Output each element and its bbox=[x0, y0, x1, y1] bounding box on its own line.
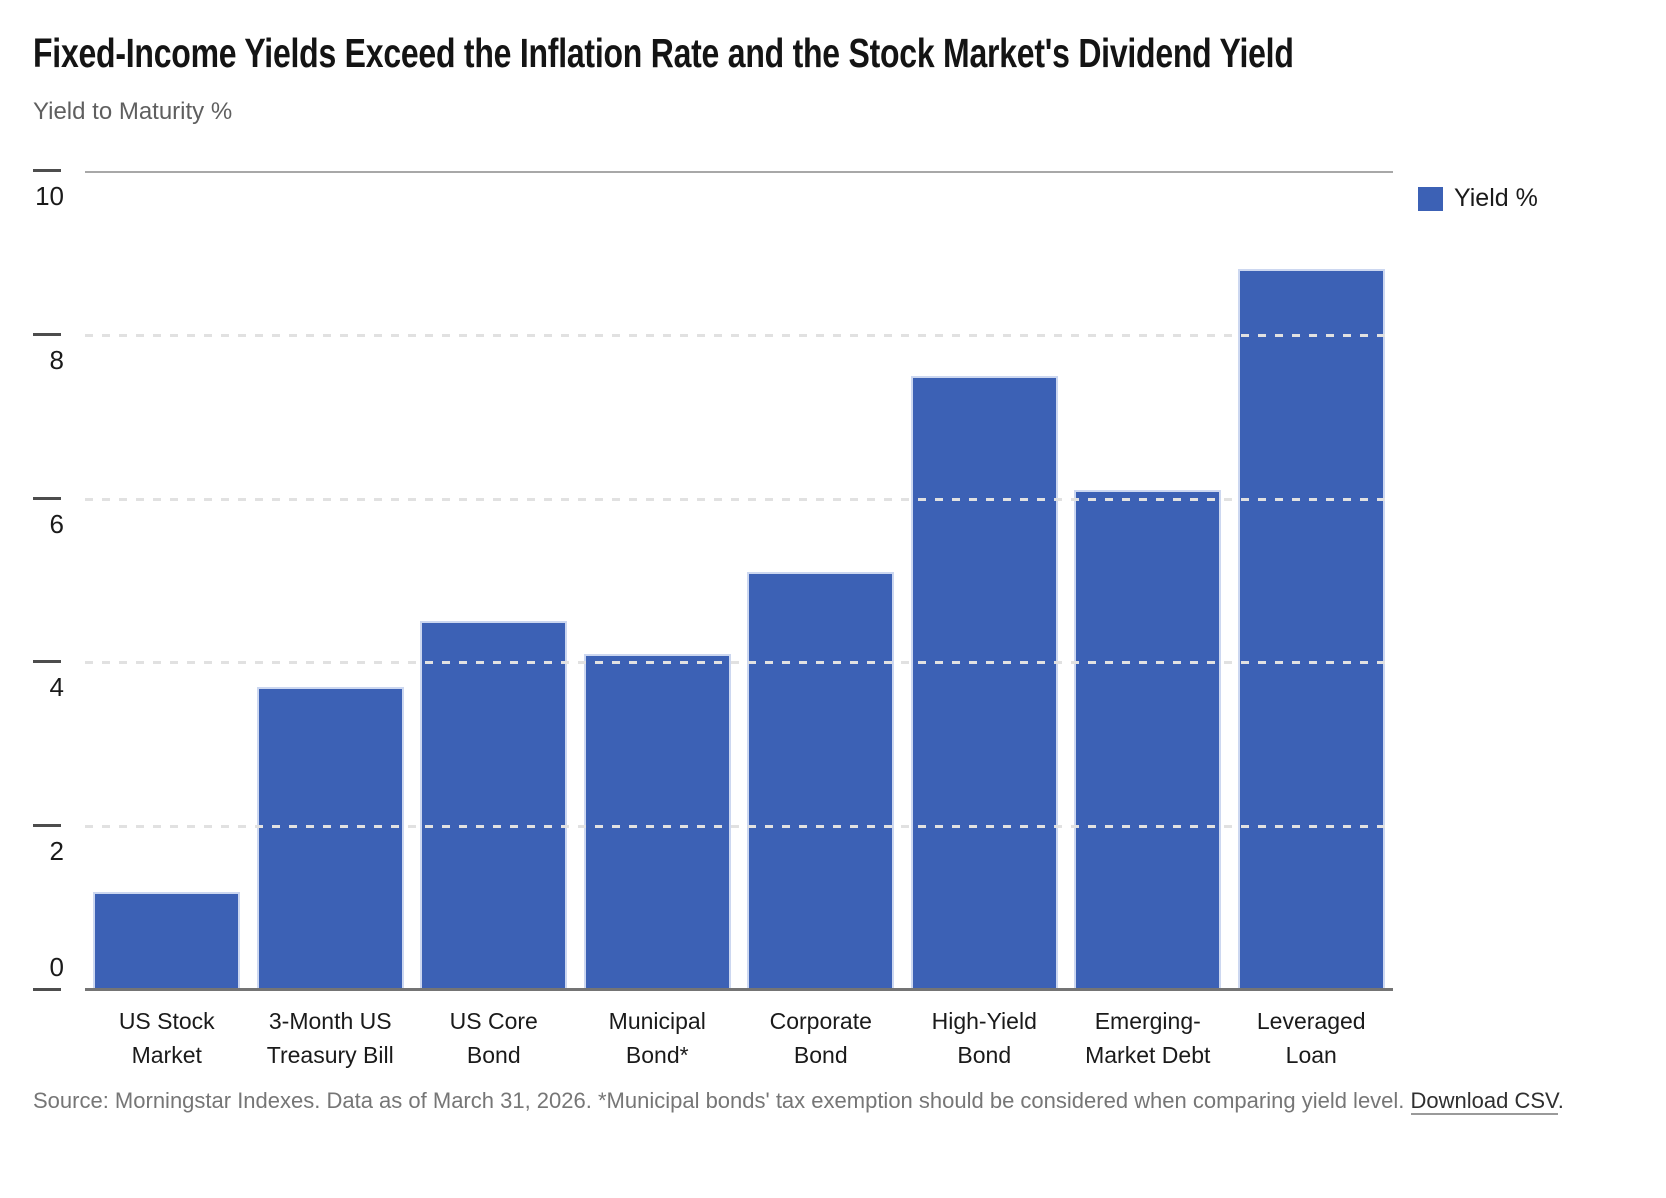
bar-emerging-market-debt[interactable] bbox=[1074, 490, 1222, 990]
gridline-6 bbox=[85, 497, 1393, 501]
gridline-4 bbox=[85, 661, 1393, 665]
y-tick-mark-0 bbox=[33, 988, 61, 991]
y-tick-label-10: 10 bbox=[35, 181, 64, 211]
y-tick-label-2: 2 bbox=[49, 836, 64, 867]
chart-subtitle: Yield to Maturity % bbox=[33, 98, 233, 125]
plot-top-border bbox=[85, 171, 1393, 173]
bar-3-month-us-treasury-bill[interactable] bbox=[256, 687, 404, 990]
source-note: Source: Morningstar Indexes. Data as of … bbox=[33, 1088, 1564, 1115]
bar-slot-emerging-market-debt bbox=[1066, 171, 1230, 990]
x-axis-labels: US Stock Market 3-Month US Treasury Bill U… bbox=[85, 1004, 1393, 1072]
gridline-2 bbox=[85, 825, 1393, 829]
y-tick-label-4: 4 bbox=[49, 672, 64, 703]
x-axis-label-us-core-bond: US Core Bond bbox=[449, 1008, 538, 1068]
x-axis-label-high-yield-bond: High-Yield Bond bbox=[931, 1008, 1037, 1068]
x-axis-label-corporate-bond: Corporate Bond bbox=[769, 1008, 872, 1068]
bar-us-stock-market[interactable] bbox=[93, 892, 241, 990]
bar-slot-3-month-us-treasury-bill bbox=[249, 171, 413, 990]
x-axis-label-municipal-bond: Municipal Bond* bbox=[608, 1008, 706, 1068]
bar-slot-us-core-bond bbox=[412, 171, 576, 990]
bar-slot-municipal-bond bbox=[576, 171, 740, 990]
legend-label: Yield % bbox=[1454, 184, 1538, 212]
source-text: Source: Morningstar Indexes. Data as of … bbox=[33, 1088, 1411, 1113]
y-tick-mark-2 bbox=[33, 824, 61, 828]
y-tick-mark-6 bbox=[33, 496, 61, 500]
x-axis-label-3-month-us-treasury-bill: 3-Month US Treasury Bill bbox=[266, 1008, 394, 1068]
y-tick-mark-8 bbox=[33, 332, 61, 336]
bar-municipal-bond[interactable] bbox=[583, 654, 731, 990]
y-tick-label-8: 8 bbox=[49, 344, 64, 375]
legend-item-yield[interactable]: Yield % bbox=[1418, 184, 1538, 213]
y-tick-label-6: 6 bbox=[49, 508, 64, 539]
x-axis-label-us-stock-market: US Stock Market bbox=[118, 1008, 215, 1068]
download-csv-link[interactable]: Download CSV bbox=[1410, 1088, 1558, 1115]
bar-corporate-bond[interactable] bbox=[747, 572, 895, 990]
x-axis-line bbox=[85, 988, 1393, 991]
chart-title: Fixed-Income Yields Exceed the Inflation… bbox=[33, 30, 1294, 76]
legend-swatch-icon bbox=[1418, 186, 1443, 211]
plot-area bbox=[85, 171, 1393, 991]
y-tick-mark-10 bbox=[33, 169, 61, 172]
bar-slot-us-stock-market bbox=[85, 171, 249, 990]
y-axis: 0 2 4 6 8 10 bbox=[0, 0, 85, 1198]
x-axis-label-emerging-market-debt: Emerging- Market Debt bbox=[1085, 1008, 1211, 1068]
bars-row bbox=[85, 171, 1393, 990]
bar-us-core-bond[interactable] bbox=[420, 621, 568, 990]
x-axis-label-leveraged-loan: Leveraged Loan bbox=[1256, 1008, 1366, 1068]
gridline-8 bbox=[85, 333, 1393, 337]
source-note-period: . bbox=[1557, 1088, 1564, 1113]
y-tick-label-0: 0 bbox=[49, 952, 64, 982]
y-tick-mark-4 bbox=[33, 660, 61, 664]
bar-slot-corporate-bond bbox=[739, 171, 903, 990]
bar-high-yield-bond[interactable] bbox=[910, 376, 1058, 990]
bar-leveraged-loan[interactable] bbox=[1237, 269, 1385, 990]
bar-slot-high-yield-bond bbox=[903, 171, 1067, 990]
bar-slot-leveraged-loan bbox=[1230, 171, 1394, 990]
